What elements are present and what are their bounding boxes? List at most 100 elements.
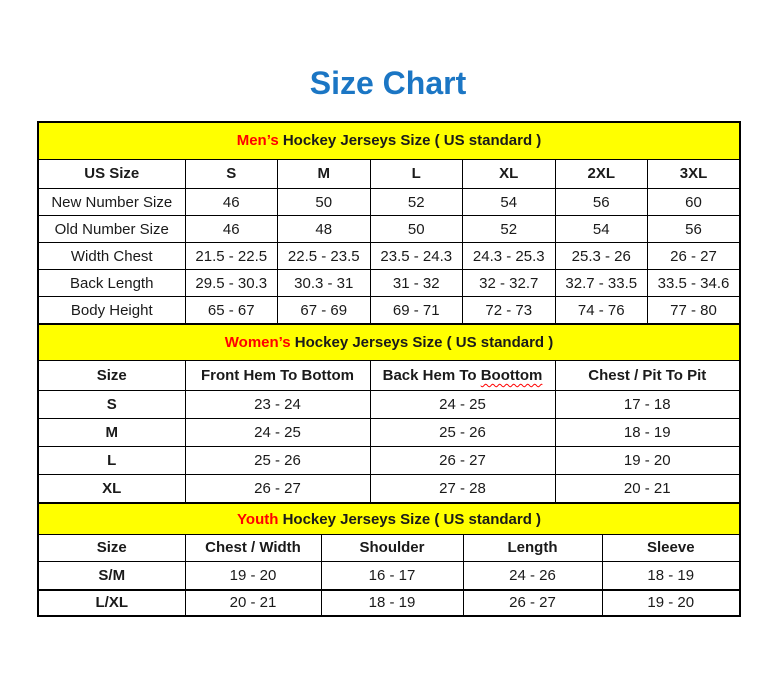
womens-cell: 19 - 20	[554, 446, 741, 475]
mens-col-header-3xl: 3XL	[647, 158, 741, 189]
youth-cell: 26 - 27	[462, 589, 603, 617]
womens-cell: 25 - 26	[184, 446, 371, 475]
table-row: S/M 19 - 20 16 - 17 24 - 26 18 - 19	[37, 560, 741, 590]
mens-cell: 29.5 - 30.3	[184, 269, 278, 297]
youth-row-label: S/M	[37, 560, 186, 590]
womens-cell: 20 - 21	[554, 474, 741, 504]
mens-cell: 77 - 80	[647, 296, 741, 325]
youth-col-header-length: Length	[462, 534, 603, 562]
youth-cell: 18 - 19	[320, 589, 464, 617]
size-chart-sheet: Men’s Hockey Jerseys Size ( US standard …	[37, 121, 742, 617]
mens-cell: 21.5 - 22.5	[184, 242, 278, 270]
mens-cell: 69 - 71	[369, 296, 463, 325]
mens-col-header-us-size: US Size	[37, 158, 186, 189]
mens-cell: 24.3 - 25.3	[462, 242, 556, 270]
table-row: L 25 - 26 26 - 27 19 - 20	[37, 446, 741, 475]
page-title: Size Chart	[309, 65, 467, 101]
youth-table-title-rest: Hockey Jerseys Size ( US standard )	[278, 510, 542, 528]
youth-table-title: Youth Hockey Jerseys Size ( US standard …	[37, 502, 741, 535]
mens-row-label: Width Chest	[37, 242, 186, 270]
back-hem-misspelled-word: Boottom	[480, 366, 543, 384]
mens-cell: 52	[369, 188, 463, 216]
mens-cell: 72 - 73	[462, 296, 556, 325]
womens-cell: 17 - 18	[554, 390, 741, 419]
womens-row-label: M	[37, 418, 186, 447]
youth-col-header-sleeve: Sleeve	[601, 534, 741, 562]
mens-col-header-m: M	[277, 158, 371, 189]
mens-cell: 33.5 - 34.6	[647, 269, 741, 297]
mens-table-title-highlight: Men’s	[236, 132, 279, 150]
table-row: Body Height 65 - 67 67 - 69 69 - 71 72 -…	[37, 296, 741, 325]
womens-cell: 25 - 26	[369, 418, 556, 447]
mens-cell: 46	[184, 215, 278, 243]
mens-cell: 26 - 27	[647, 242, 741, 270]
mens-cell: 22.5 - 23.5	[277, 242, 371, 270]
womens-col-header-front-hem: Front Hem To Bottom	[184, 359, 371, 391]
table-row: L/XL 20 - 21 18 - 19 26 - 27 19 - 20	[37, 589, 741, 617]
table-row: S 23 - 24 24 - 25 17 - 18	[37, 390, 741, 419]
youth-row-label: L/XL	[37, 589, 186, 617]
womens-table-title: Women’s Hockey Jerseys Size ( US standar…	[37, 323, 741, 361]
youth-table-band: Youth Hockey Jerseys Size ( US standard …	[37, 502, 741, 535]
womens-col-header-chest: Chest / Pit To Pit	[554, 359, 741, 391]
womens-col-header-back-hem: Back Hem To Boottom	[369, 359, 556, 391]
mens-cell: 50	[369, 215, 463, 243]
womens-table-band: Women’s Hockey Jerseys Size ( US standar…	[37, 323, 741, 361]
mens-table-title: Men’s Hockey Jerseys Size ( US standard …	[37, 121, 741, 160]
womens-cell: 26 - 27	[184, 474, 371, 504]
womens-cell: 27 - 28	[369, 474, 556, 504]
womens-row-label: S	[37, 390, 186, 419]
mens-col-header-xl: XL	[462, 158, 556, 189]
youth-col-header-chest: Chest / Width	[184, 534, 322, 562]
mens-cell: 54	[554, 215, 648, 243]
youth-cell: 20 - 21	[184, 589, 322, 617]
mens-row-label: Back Length	[37, 269, 186, 297]
mens-cell: 54	[462, 188, 556, 216]
mens-cell: 46	[184, 188, 278, 216]
womens-cell: 18 - 19	[554, 418, 741, 447]
womens-cell: 23 - 24	[184, 390, 371, 419]
mens-row-label: New Number Size	[37, 188, 186, 216]
mens-cell: 52	[462, 215, 556, 243]
mens-cell: 60	[647, 188, 741, 216]
mens-cell: 74 - 76	[554, 296, 648, 325]
mens-cell: 65 - 67	[184, 296, 278, 325]
womens-row-label: L	[37, 446, 186, 475]
table-row: Back Length 29.5 - 30.3 30.3 - 31 31 - 3…	[37, 269, 741, 297]
youth-cell: 16 - 17	[320, 560, 464, 590]
mens-cell: 56	[554, 188, 648, 216]
womens-cell: 24 - 25	[184, 418, 371, 447]
mens-col-header-l: L	[369, 158, 463, 189]
mens-cell: 23.5 - 24.3	[369, 242, 463, 270]
youth-col-header-shoulder: Shoulder	[320, 534, 464, 562]
mens-cell: 48	[277, 215, 371, 243]
womens-table-title-highlight: Women’s	[224, 333, 291, 351]
mens-cell: 31 - 32	[369, 269, 463, 297]
youth-header-row: Size Chest / Width Shoulder Length Sleev…	[37, 534, 741, 562]
youth-cell: 24 - 26	[462, 560, 603, 590]
mens-col-header-s: S	[184, 158, 278, 189]
youth-table-title-highlight: Youth	[237, 510, 279, 528]
youth-size-table: Youth Hockey Jerseys Size ( US standard …	[37, 502, 742, 591]
table-row: New Number Size 46 50 52 54 56 60	[37, 188, 741, 216]
mens-cell: 50	[277, 188, 371, 216]
womens-row-label: XL	[37, 474, 186, 504]
mens-cell: 25.3 - 26	[554, 242, 648, 270]
mens-cell: 32.7 - 33.5	[554, 269, 648, 297]
table-row: M 24 - 25 25 - 26 18 - 19	[37, 418, 741, 447]
youth-cell: 19 - 20	[184, 560, 322, 590]
table-row: Old Number Size 46 48 50 52 54 56	[37, 215, 741, 243]
mens-size-table: Men’s Hockey Jerseys Size ( US standard …	[37, 121, 741, 325]
womens-cell: 24 - 25	[369, 390, 556, 419]
mens-cell: 67 - 69	[277, 296, 371, 325]
womens-header-row: Size Front Hem To Bottom Back Hem To Boo…	[37, 359, 741, 391]
mens-cell: 32 - 32.7	[462, 269, 556, 297]
mens-row-label: Body Height	[37, 296, 186, 325]
womens-table-title-rest: Hockey Jerseys Size ( US standard )	[290, 333, 554, 351]
youth-cell: 19 - 20	[601, 589, 741, 617]
mens-table-title-rest: Hockey Jerseys Size ( US standard )	[278, 132, 542, 150]
womens-size-table: Women’s Hockey Jerseys Size ( US standar…	[37, 323, 742, 504]
youth-cell: 18 - 19	[601, 560, 741, 590]
youth-col-header-size: Size	[37, 534, 186, 562]
